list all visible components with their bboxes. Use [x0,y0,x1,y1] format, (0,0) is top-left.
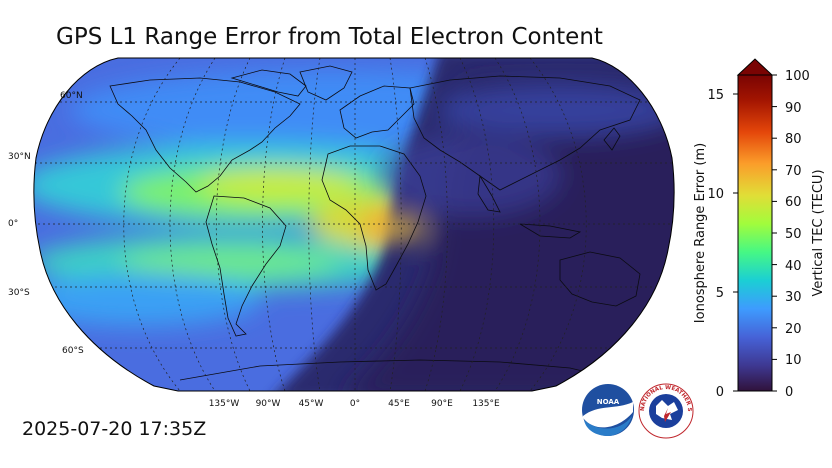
lon-labels: 135°W 90°W 45°W 0° 45°E 90°E 135°E [209,399,500,409]
cb-left-tick-15: 15 [707,88,724,103]
cb-left-tick-0: 0 [716,385,724,400]
night-region-inner [340,80,675,391]
cb-tick-40: 40 [785,259,802,274]
tec-map[interactable] [20,50,700,400]
cb-tick-60: 60 [785,195,802,210]
noaa-logo-text: NOAA [597,398,620,406]
lat-label-30s: 30°S [8,288,30,298]
colorbar-left-tickmarks [733,93,738,392]
lon-label-90e: 90°E [431,399,453,409]
graticule [33,58,675,391]
lon-label-45w: 45°W [299,399,324,409]
colorbar-right-label: Vertical TEC (TECU) [811,169,826,296]
lat-label-0: 0° [8,219,18,229]
lat-labels: 60°N 30°N 0° 30°S 60°S [8,91,84,356]
lat-label-60n: 60°N [60,91,83,101]
cb-tick-0: 0 [785,385,793,400]
lon-label-135w: 135°W [209,399,240,409]
colorbar-left-ticklabels: 0 5 10 15 [707,88,724,400]
colorbar-right-ticklabels: 0 10 20 30 40 50 60 70 80 90 100 [785,69,810,400]
cb-left-tick-10: 10 [707,187,724,202]
lat-label-30n: 30°N [8,152,31,162]
cb-tick-10: 10 [785,353,802,368]
cb-tick-100: 100 [785,69,810,84]
colorbar: 0 10 20 30 40 50 60 70 80 90 100 0 5 10 … [693,58,826,400]
lon-label-90w: 90°W [256,399,281,409]
colorbar-extend-arrow [736,58,774,76]
lon-label-45e: 45°E [388,399,410,409]
map-border [33,57,675,392]
cb-tick-50: 50 [785,227,802,242]
lon-label-0: 0° [350,399,360,409]
page-title: GPS L1 Range Error from Total Electron C… [56,24,603,50]
cb-tick-90: 90 [785,101,802,116]
colorbar-gradient [737,74,773,392]
cb-tick-70: 70 [785,164,802,179]
cb-tick-20: 20 [785,322,802,337]
lon-label-135e: 135°E [472,399,500,409]
noaa-logo: NOAA [582,384,634,436]
cb-left-tick-5: 5 [716,286,724,301]
colorbar-left-label: Ionosphere Range Error (m) [693,143,708,323]
timestamp: 2025-07-20 17:35Z [22,418,207,440]
cb-tick-80: 80 [785,132,802,147]
lat-label-60s: 60°S [62,346,84,356]
cb-tick-30: 30 [785,290,802,305]
colorbar-right-tickmarks [772,74,777,392]
